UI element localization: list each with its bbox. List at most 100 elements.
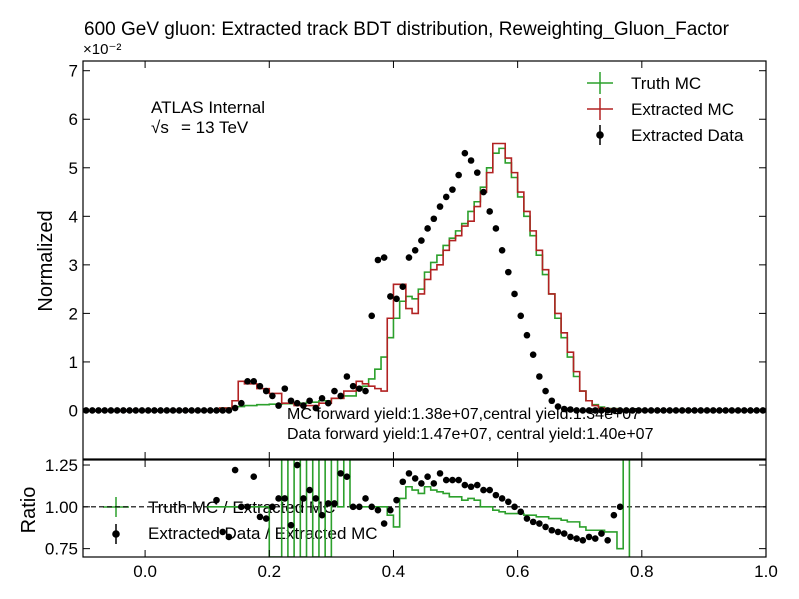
ratio-series-extracted-data-extracted-mc-point	[411, 475, 419, 482]
ratio-series-extracted-data-extracted-mc-point	[560, 530, 568, 537]
main-series-extracted-data-point	[281, 385, 289, 392]
main-series-extracted-data-point	[747, 407, 754, 414]
ratio-series-extracted-data-extracted-mc	[213, 461, 624, 544]
main-series-extracted-data-point	[418, 237, 425, 244]
main-y-tick-label: 4	[69, 207, 78, 226]
ratio-series-extracted-data-extracted-mc-point	[374, 506, 382, 514]
ratio-series-extracted-data-extracted-mc-point	[256, 513, 264, 521]
data-yield-text: Data forward yield:1.47e+07, central yie…	[287, 426, 654, 443]
ratio-series-extracted-data-extracted-mc-point	[473, 481, 481, 489]
ratio-legend-data-marker	[112, 530, 120, 538]
main-series-extracted-data-point	[206, 407, 214, 414]
ratio-series-extracted-data-extracted-mc-point	[306, 486, 313, 494]
ratio-series-extracted-data-extracted-mc-point	[262, 515, 270, 522]
main-series-extracted-data-point	[163, 407, 171, 414]
main-series-extracted-data-point	[567, 406, 574, 413]
ratio-series-extracted-data-extracted-mc-point	[573, 535, 580, 542]
main-series-extracted-data-point	[113, 407, 121, 414]
main-series-extracted-data-point	[436, 203, 444, 210]
ratio-series-extracted-data-extracted-mc-point	[517, 508, 525, 516]
main-series-extracted-data-point	[591, 407, 599, 414]
main-legend: Truth MC Extracted MC Extracted Data	[587, 72, 744, 145]
ratio-x-tick-label: 0.4	[382, 562, 406, 581]
main-series-extracted-data-point	[312, 404, 320, 412]
ratio-series-extracted-data-extracted-mc-point	[331, 500, 338, 507]
ratio-series-extracted-data-extracted-mc-point	[380, 520, 388, 527]
main-series-extracted-data-point	[666, 407, 674, 414]
ratio-x-tick-label: 0.6	[506, 562, 530, 581]
main-series-extracted-data-point	[598, 407, 605, 414]
main-series-extracted-data-point	[349, 382, 357, 390]
ratio-y-tick-label: 1.00	[45, 498, 78, 517]
main-series-extracted-data-point	[629, 407, 636, 414]
ratio-series-extracted-data-extracted-mc-point	[616, 503, 624, 511]
main-series-extracted-data-point	[635, 407, 643, 414]
main-series-extracted-data-point	[430, 215, 438, 223]
ratio-series-extracted-data-extracted-mc-point	[318, 511, 326, 519]
main-series-extracted-data-point	[120, 407, 127, 414]
main-marks	[83, 142, 766, 414]
energy-sqrt-label: √s	[151, 118, 169, 137]
main-series-extracted-data-point	[697, 407, 705, 414]
main-series-extracted-data-point	[269, 392, 276, 400]
ratio-series-extracted-data-extracted-mc-point	[511, 503, 518, 511]
ratio-series-extracted-data-extracted-mc-point	[542, 523, 549, 531]
ratio-series-extracted-data-extracted-mc-point	[269, 503, 276, 511]
ratio-series-extracted-data-extracted-mc-point	[368, 503, 376, 511]
ratio-series-extracted-data-extracted-mc-point	[548, 526, 556, 534]
ratio-series-extracted-data-extracted-mc-point	[480, 486, 487, 494]
main-series-extracted-data-point	[467, 157, 475, 164]
ratio-series-extracted-data-extracted-mc-point	[275, 495, 282, 502]
ratio-y-tick-label: 0.75	[45, 540, 78, 559]
main-series-extracted-data	[83, 149, 766, 414]
ratio-series-extracted-data-extracted-mc-point	[293, 461, 301, 469]
ratio-series-extracted-data-extracted-mc-point	[536, 520, 543, 527]
main-series-extracted-data-point	[300, 402, 307, 409]
main-series-extracted-data-point	[573, 407, 580, 414]
main-series-extracted-data-point	[455, 171, 462, 179]
main-series-extracted-data-point	[132, 407, 140, 414]
main-y-tick-label: 6	[69, 110, 78, 129]
main-series-extracted-data-point	[579, 407, 587, 414]
ratio-series-extracted-data-extracted-mc-point	[362, 495, 369, 502]
ratio-series-extracted-data-extracted-mc-point	[442, 476, 450, 484]
ratio-series-extracted-data-extracted-mc-point	[591, 535, 599, 542]
main-series-extracted-data-point	[703, 407, 711, 414]
main-series-extracted-data-point	[318, 395, 326, 402]
main-frame	[82, 60, 767, 460]
chart-title: 600 GeV gluon: Extracted track BDT distr…	[84, 19, 730, 40]
main-series-extracted-data-point	[554, 403, 562, 410]
ratio-series-extracted-data-extracted-mc-point	[213, 496, 220, 504]
ratio-series-extracted-data-extracted-mc-point	[337, 470, 344, 477]
ratio-series-extracted-data-extracted-mc-point	[405, 470, 413, 477]
ratio-series-extracted-data-extracted-mc-point	[250, 473, 258, 481]
ratio-series-extracted-data-extracted-mc-point	[287, 521, 295, 529]
main-series-extracted-data-point	[529, 351, 537, 358]
main-series-extracted-data-point	[95, 407, 102, 414]
legend-extracted-mc-label: Extracted MC	[631, 100, 734, 119]
main-series-extracted-data-point	[101, 407, 109, 414]
main-series-extracted-data-point	[511, 290, 518, 298]
ratio-series-extracted-data-extracted-mc-point	[467, 483, 475, 491]
ratio-x-tick-label: 0.2	[257, 562, 281, 581]
main-series-extracted-data-point	[672, 407, 680, 414]
main-series-extracted-data-point	[449, 186, 456, 193]
main-series-extracted-data-point	[685, 407, 692, 414]
ratio-series-extracted-data-extracted-mc-point	[567, 533, 574, 541]
main-series-extracted-data-point	[728, 407, 736, 414]
main-series-extracted-data-point	[480, 188, 487, 196]
main-series-extracted-data-point	[660, 407, 667, 414]
ratio-series-extracted-data-extracted-mc-point	[349, 503, 357, 511]
legend-extracted-mc: Extracted MC	[587, 98, 734, 120]
ratio-series-extracted-data-extracted-mc-point	[461, 481, 469, 489]
main-series-extracted-data-point	[175, 407, 183, 414]
main-series-extracted-data-point	[424, 225, 431, 232]
main-series-extracted-data-point	[244, 378, 251, 385]
ratio-series-extracted-data-extracted-mc-point	[281, 495, 289, 502]
ratio-y-tick-label: 1.25	[45, 456, 78, 475]
ratio-series-extracted-data-extracted-mc-point	[399, 478, 407, 486]
main-series-extracted-data-point	[442, 193, 450, 201]
legend-truth-mc-label: Truth MC	[631, 74, 701, 93]
main-series-extracted-data-point	[473, 169, 481, 176]
